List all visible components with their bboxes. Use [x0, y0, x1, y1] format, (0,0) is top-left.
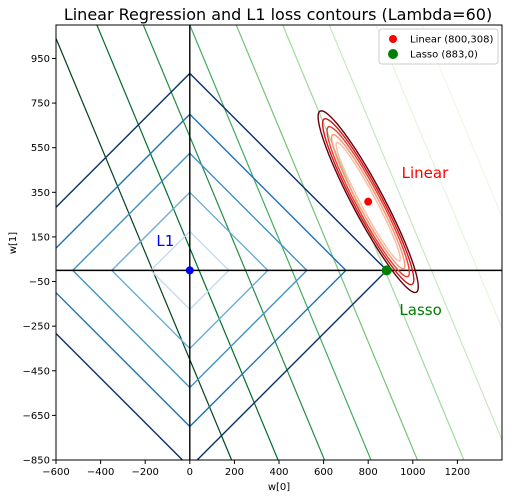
y-tick-label: 550 — [31, 143, 50, 154]
green-contour-line — [96, 25, 279, 460]
x-tick-label: 600 — [314, 467, 333, 478]
x-tick-label: 200 — [225, 467, 244, 478]
green-contour-line — [282, 25, 465, 460]
legend-marker — [388, 49, 398, 59]
x-tick-label: −600 — [42, 467, 69, 478]
x-axis-label: w[0] — [268, 482, 290, 493]
green-contour-line — [142, 25, 326, 460]
y-tick-label: −50 — [29, 277, 50, 288]
y-tick-label: 950 — [31, 54, 50, 65]
data-point — [185, 266, 194, 275]
legend-label: Lasso (883,0) — [410, 50, 478, 61]
y-tick-label: 750 — [31, 99, 50, 110]
linear-loss-ellipse — [321, 117, 415, 286]
l1-contour-diamond — [56, 113, 347, 428]
legend-box — [378, 28, 499, 65]
annotation-label: Lasso — [399, 301, 441, 319]
x-tick-label: 0 — [187, 467, 193, 478]
data-point — [381, 265, 392, 276]
legend-label: Linear (800,308) — [410, 35, 494, 46]
y-tick-label: −850 — [23, 456, 50, 467]
linear-loss-ellipse — [330, 133, 406, 270]
x-tick-label: −400 — [87, 467, 114, 478]
legend: Linear (800,308) Lasso (883,0) — [378, 28, 499, 65]
linear-loss-ellipse — [335, 141, 401, 262]
l1-contour-diamond — [56, 72, 388, 460]
y-tick-label: 150 — [31, 232, 50, 243]
chart-title: Linear Regression and L1 loss contours (… — [64, 5, 492, 24]
x-tick-label: −200 — [131, 467, 158, 478]
annotation-label: Linear — [402, 164, 449, 182]
annotation-label: L1 — [156, 232, 174, 250]
y-tick-label: −650 — [23, 411, 50, 422]
linear-loss-ellipse — [326, 125, 411, 278]
y-axis-label: w[1] — [8, 232, 19, 254]
x-tick-label: 1000 — [400, 467, 425, 478]
axis-ticks: −600 −400 −200 0 200 400 600 800 1000 1200 −850 −65… — [23, 54, 471, 478]
y-tick-label: −250 — [23, 322, 50, 333]
green-contour-line — [189, 25, 372, 460]
green-contour-line — [328, 25, 502, 441]
linear-loss-ellipse — [317, 110, 419, 294]
x-tick-label: 800 — [359, 467, 378, 478]
green-contour-line — [235, 25, 419, 460]
x-tick-label: 1200 — [445, 467, 470, 478]
green-contour-line — [56, 38, 233, 460]
legend-marker — [389, 35, 397, 43]
green-contour-line — [374, 25, 502, 329]
data-point — [364, 197, 373, 206]
y-tick-label: 350 — [31, 188, 50, 199]
y-tick-label: −450 — [23, 366, 50, 377]
x-tick-label: 400 — [269, 467, 288, 478]
